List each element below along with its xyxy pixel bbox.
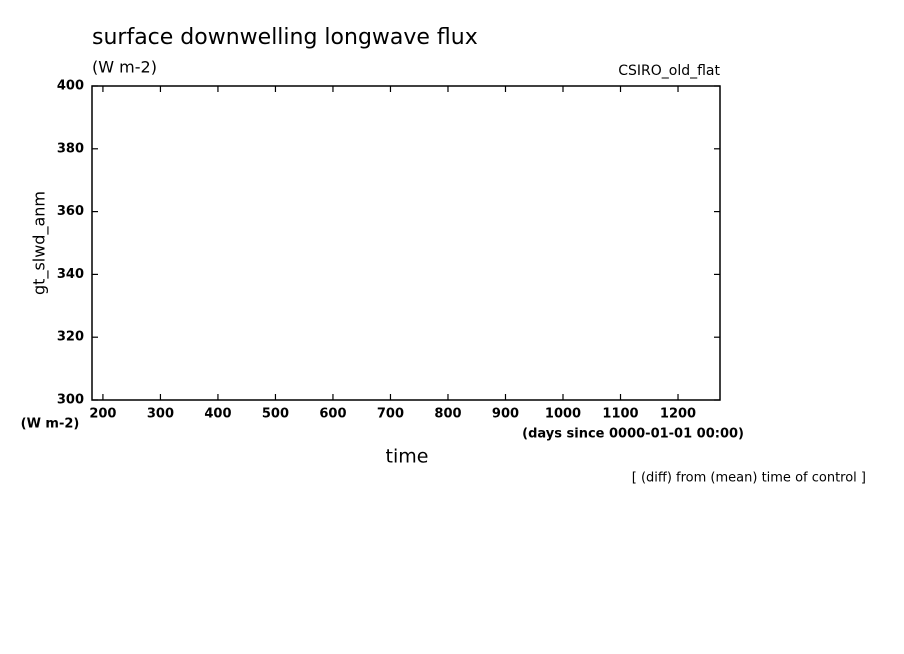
y-axis-label: gt_slwd_anm bbox=[30, 191, 50, 295]
y-tick-label: 340 bbox=[57, 267, 84, 282]
chart-title: surface downwelling longwave flux bbox=[92, 25, 478, 50]
x-tick-label: 300 bbox=[147, 407, 174, 422]
x-tick-label: 700 bbox=[377, 407, 404, 422]
annotation: CSIRO_old_flat bbox=[618, 63, 720, 79]
x-tick-label: 1000 bbox=[545, 407, 581, 422]
y-tick-label: 360 bbox=[57, 204, 84, 219]
y-tick-label: 380 bbox=[57, 141, 84, 156]
x-tick-label: 1100 bbox=[602, 407, 638, 422]
y-tick-label: 320 bbox=[57, 330, 84, 345]
y-tick-label: 400 bbox=[57, 79, 84, 94]
plot-frame bbox=[91, 85, 721, 401]
x-tick-label: 200 bbox=[89, 407, 116, 422]
x-tick-label: 800 bbox=[434, 407, 461, 422]
y-tick-label: 300 bbox=[57, 393, 84, 408]
x-axis-label: time bbox=[386, 446, 429, 468]
x-tick-label: 400 bbox=[204, 407, 231, 422]
x-tick-label: 600 bbox=[319, 407, 346, 422]
x-tick-label: 500 bbox=[262, 407, 289, 422]
x-tick-label: 1200 bbox=[660, 407, 696, 422]
y-units: (W m-2) bbox=[21, 417, 80, 432]
x-tick-label: 900 bbox=[492, 407, 519, 422]
chart-subtitle: (W m-2) bbox=[92, 58, 157, 77]
note: [ (diff) from (mean) time of control ] bbox=[632, 471, 866, 486]
x-units: (days since 0000-01-01 00:00) bbox=[522, 427, 744, 442]
